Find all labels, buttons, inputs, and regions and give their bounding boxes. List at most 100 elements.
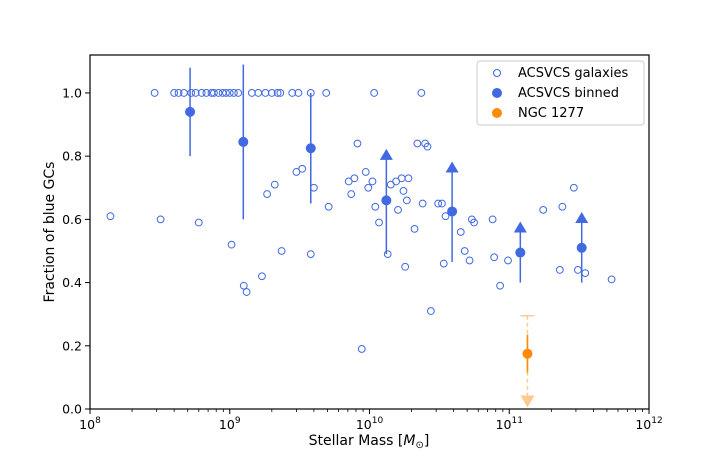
galaxy-point-86	[581, 269, 590, 277]
galaxy-point-32	[288, 89, 297, 97]
binned-point-2	[305, 143, 316, 154]
galaxy-point-24	[258, 272, 266, 281]
binned-point-1	[238, 136, 249, 147]
galaxy-point-83	[558, 202, 567, 211]
y-axis-label: Fraction of blue GCs	[42, 162, 58, 303]
galaxy-point-78	[488, 215, 497, 224]
galaxy-point-22	[247, 89, 256, 97]
galaxy-point-67	[426, 307, 435, 315]
y-tick-label-0: 0.0	[62, 402, 82, 417]
binned-limit-arrow-6	[575, 212, 589, 224]
y-tick-label-2: 0.4	[62, 275, 82, 290]
y-tick-label-4: 0.8	[62, 149, 82, 164]
galaxy-point-37	[306, 250, 315, 259]
galaxy-point-68	[434, 199, 443, 208]
galaxy-point-69	[438, 199, 446, 208]
legend-label-acsvcs-binned: ACSVCS binned	[518, 86, 619, 101]
plot-layer	[106, 64, 616, 408]
galaxy-point-27	[267, 89, 276, 97]
galaxy-point-12	[209, 89, 218, 97]
galaxy-point-40	[324, 202, 333, 211]
galaxy-point-82	[555, 266, 564, 274]
galaxy-point-44	[353, 139, 362, 148]
galaxy-point-17	[227, 240, 236, 249]
galaxy-point-80	[504, 256, 512, 265]
galaxy-point-41	[344, 177, 353, 186]
galaxy-point-4	[174, 89, 183, 97]
galaxy-point-85	[574, 266, 582, 274]
galaxy-point-9	[197, 89, 206, 97]
galaxy-point-21	[242, 288, 251, 296]
legend-marker-ngc-1277	[492, 108, 502, 118]
galaxy-point-45	[357, 345, 366, 353]
binned-limit-arrow-4	[445, 161, 459, 173]
galaxy-point-84	[569, 183, 578, 192]
galaxy-point-26	[263, 190, 271, 198]
galaxy-point-31	[277, 247, 286, 255]
binned-point-4	[447, 206, 458, 217]
ngc1277-point	[522, 348, 533, 359]
galaxy-point-57	[399, 187, 408, 195]
galaxy-point-66	[423, 142, 432, 151]
ngc1277-limit-arrow	[520, 395, 535, 408]
legend: ACSVCS galaxies ACSVCS binned NGC 1277	[476, 60, 645, 126]
galaxy-point-64	[418, 199, 427, 208]
galaxy-point-79	[496, 281, 504, 290]
binned-point-6	[576, 242, 587, 253]
galaxy-point-48	[368, 177, 377, 186]
galaxy-point-23	[254, 89, 263, 97]
galaxy-point-33	[292, 168, 301, 176]
galaxy-point-51	[375, 218, 383, 227]
galaxy-point-0	[106, 212, 115, 221]
galaxy-point-3	[170, 89, 179, 97]
tick-layer: 0.0 0.2 0.4 0.6 0.8 1.0 108 109 1010 1011 1012	[62, 85, 663, 432]
legend-marker-acsvcs-galaxies	[492, 68, 502, 78]
galaxy-point-74	[465, 256, 474, 265]
galaxy-point-47	[364, 183, 373, 192]
galaxy-point-73	[460, 247, 469, 255]
galaxy-point-19	[234, 89, 243, 97]
galaxy-point-49	[370, 89, 379, 97]
y-tick-label-1: 0.2	[62, 338, 82, 353]
binned-point-5	[515, 247, 526, 258]
galaxy-point-13	[214, 89, 223, 97]
galaxy-point-43	[350, 174, 359, 183]
galaxy-point-63	[417, 89, 426, 97]
legend-frame	[476, 60, 645, 126]
galaxy-point-56	[397, 174, 406, 183]
galaxy-point-2	[156, 215, 165, 224]
binned-point-0	[185, 106, 196, 117]
galaxy-point-52	[383, 250, 392, 259]
galaxy-point-34	[294, 89, 303, 97]
legend-label-acsvcs-galaxies: ACSVCS galaxies	[518, 66, 628, 81]
galaxy-point-42	[347, 190, 356, 198]
x-tick-label-3: 1011	[496, 416, 523, 432]
galaxy-point-30	[276, 89, 285, 97]
x-tick-label-2: 1010	[356, 416, 384, 432]
galaxy-point-10	[202, 89, 211, 97]
galaxy-point-16	[225, 89, 234, 97]
galaxy-point-62	[413, 139, 422, 148]
y-tick-label-5: 1.0	[62, 85, 82, 100]
galaxy-point-8	[194, 218, 203, 227]
galaxy-point-58	[401, 262, 410, 271]
legend-marker-acsvcs-binned	[492, 88, 502, 98]
galaxy-point-6	[187, 89, 196, 97]
galaxy-point-60	[404, 174, 413, 183]
galaxy-point-59	[402, 196, 411, 205]
galaxy-point-1	[150, 89, 159, 97]
binned-limit-arrow-5	[513, 221, 527, 233]
galaxy-point-50	[371, 202, 380, 211]
galaxy-point-71	[441, 212, 450, 221]
galaxy-point-87	[607, 275, 616, 284]
y-tick-label-3: 0.6	[62, 212, 82, 227]
galaxy-point-81	[539, 205, 548, 214]
galaxy-point-39	[322, 89, 331, 97]
galaxy-point-29	[273, 89, 282, 97]
x-axis-label: Stellar Mass [M⊙]	[309, 433, 430, 451]
galaxy-point-70	[439, 259, 448, 268]
legend-label-ngc-1277: NGC 1277	[518, 106, 584, 121]
galaxy-point-61	[410, 224, 419, 233]
galaxy-point-7	[191, 89, 200, 97]
